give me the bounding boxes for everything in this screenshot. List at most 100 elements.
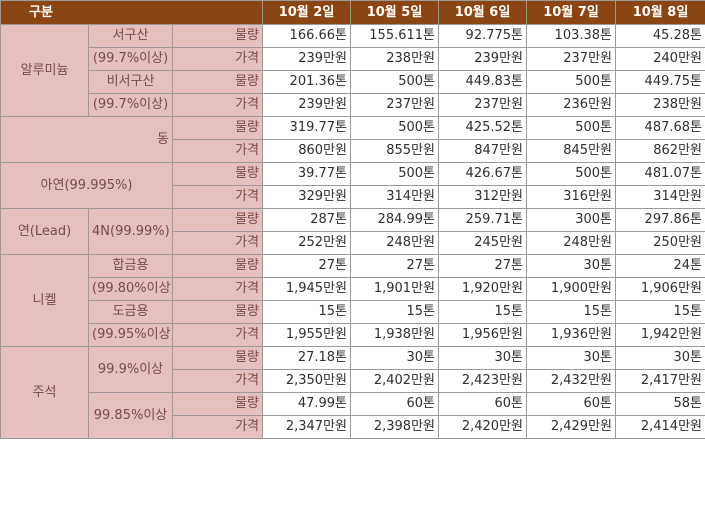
header-date: 10월 7일 bbox=[526, 0, 616, 25]
row-unit-label: 물량 bbox=[172, 208, 263, 232]
table-row: 연(Lead) 4N(99.99%) 물량 287톤 284.99톤 259.7… bbox=[0, 208, 705, 255]
grade-label: (99.80%이상) bbox=[88, 277, 173, 301]
row-unit-label: 가격 bbox=[172, 47, 263, 71]
value-cell: 240만원 bbox=[615, 47, 705, 71]
value-cell: 1,900만원 bbox=[526, 277, 616, 301]
grade-label: (99.95%이상) bbox=[88, 323, 173, 347]
table-row: 가격 2,350만원 2,402만원 2,423만원 2,432만원 2,417… bbox=[1, 369, 705, 393]
row-unit-label: 물량 bbox=[172, 70, 263, 94]
value-cell: 314만원 bbox=[350, 185, 439, 209]
row-unit-label: 가격 bbox=[172, 415, 263, 439]
value-cell: 15톤 bbox=[350, 300, 439, 324]
value-cell: 15톤 bbox=[262, 300, 351, 324]
value-cell: 24톤 bbox=[615, 254, 705, 278]
subtype-label: 도금용 bbox=[88, 300, 173, 324]
value-cell: 1,920만원 bbox=[438, 277, 527, 301]
header-date: 10월 8일 bbox=[615, 0, 705, 25]
value-cell: 237만원 bbox=[350, 93, 439, 117]
value-cell: 27톤 bbox=[350, 254, 439, 278]
value-cell: 500톤 bbox=[350, 162, 439, 186]
table-row: 가격 252만원 248만원 245만원 248만원 250만원 bbox=[1, 231, 705, 255]
subtype-label: 비서구산 bbox=[88, 70, 173, 94]
value-cell: 238만원 bbox=[615, 93, 705, 117]
value-cell: 1,906만원 bbox=[615, 277, 705, 301]
value-cell: 60톤 bbox=[526, 392, 616, 416]
subtype-label: 합금용 bbox=[88, 254, 173, 278]
value-cell: 855만원 bbox=[350, 139, 439, 163]
row-unit-label: 가격 bbox=[172, 93, 263, 117]
grade-label: (99.7%이상) bbox=[88, 47, 173, 71]
value-cell: 860만원 bbox=[262, 139, 351, 163]
row-unit-label: 물량 bbox=[172, 254, 263, 278]
table-row: 알루미늄 서구산 물량 166.66톤 155.611톤 92.775톤 103… bbox=[0, 24, 705, 117]
value-cell: 239만원 bbox=[262, 93, 351, 117]
subtype-label: 서구산 bbox=[88, 24, 173, 48]
value-cell: 239만원 bbox=[262, 47, 351, 71]
value-cell: 449.83톤 bbox=[438, 70, 527, 94]
value-cell: 58톤 bbox=[615, 392, 705, 416]
table-row: 가격 860만원 855만원 847만원 845만원 862만원 bbox=[1, 139, 705, 163]
table-row: 가격 329만원 314만원 312만원 316만원 314만원 bbox=[1, 185, 705, 209]
category-label: 동 bbox=[0, 116, 173, 163]
value-cell: 47.99톤 bbox=[262, 392, 351, 416]
value-cell: 103.38톤 bbox=[526, 24, 616, 48]
value-cell: 329만원 bbox=[262, 185, 351, 209]
header-date: 10월 5일 bbox=[350, 0, 439, 25]
value-cell: 500톤 bbox=[350, 70, 439, 94]
value-cell: 15톤 bbox=[615, 300, 705, 324]
subtype-label: 4N(99.99%) bbox=[88, 208, 173, 255]
table-row: 아연(99.995%) 물량 39.77톤 500톤 426.67톤 500톤 … bbox=[0, 162, 705, 209]
value-cell: 1,936만원 bbox=[526, 323, 616, 347]
value-cell: 284.99톤 bbox=[350, 208, 439, 232]
value-cell: 250만원 bbox=[615, 231, 705, 255]
table-row: 니켈 합금용 물량 27톤 27톤 27톤 30톤 24톤 bbox=[0, 254, 705, 347]
value-cell: 2,398만원 bbox=[350, 415, 439, 439]
value-cell: 60톤 bbox=[438, 392, 527, 416]
value-cell: 287톤 bbox=[262, 208, 351, 232]
metal-trade-table: 구분 10월 2일 10월 5일 10월 6일 10월 7일 10월 8일 알루… bbox=[0, 0, 705, 439]
value-cell: 60톤 bbox=[350, 392, 439, 416]
row-unit-label: 물량 bbox=[172, 346, 263, 370]
row-unit-label: 가격 bbox=[172, 369, 263, 393]
value-cell: 238만원 bbox=[350, 47, 439, 71]
value-cell: 312만원 bbox=[438, 185, 527, 209]
row-unit-label: 물량 bbox=[172, 300, 263, 324]
value-cell: 1,942만원 bbox=[615, 323, 705, 347]
value-cell: 248만원 bbox=[526, 231, 616, 255]
value-cell: 30톤 bbox=[526, 254, 616, 278]
value-cell: 449.75톤 bbox=[615, 70, 705, 94]
value-cell: 15톤 bbox=[438, 300, 527, 324]
row-unit-label: 가격 bbox=[172, 277, 263, 301]
value-cell: 2,417만원 bbox=[615, 369, 705, 393]
value-cell: 481.07톤 bbox=[615, 162, 705, 186]
header-category: 구분 bbox=[0, 0, 263, 25]
value-cell: 252만원 bbox=[262, 231, 351, 255]
value-cell: 862만원 bbox=[615, 139, 705, 163]
value-cell: 425.52톤 bbox=[438, 116, 527, 140]
value-cell: 297.86톤 bbox=[615, 208, 705, 232]
category-label: 아연(99.995%) bbox=[0, 162, 173, 209]
value-cell: 27톤 bbox=[262, 254, 351, 278]
row-unit-label: 물량 bbox=[172, 392, 263, 416]
value-cell: 1,945만원 bbox=[262, 277, 351, 301]
value-cell: 236만원 bbox=[526, 93, 616, 117]
value-cell: 1,955만원 bbox=[262, 323, 351, 347]
value-cell: 39.77톤 bbox=[262, 162, 351, 186]
value-cell: 27.18톤 bbox=[262, 346, 351, 370]
value-cell: 845만원 bbox=[526, 139, 616, 163]
value-cell: 426.67톤 bbox=[438, 162, 527, 186]
value-cell: 2,402만원 bbox=[350, 369, 439, 393]
value-cell: 500톤 bbox=[526, 116, 616, 140]
row-unit-label: 물량 bbox=[172, 116, 263, 140]
value-cell: 259.71톤 bbox=[438, 208, 527, 232]
value-cell: 500톤 bbox=[526, 70, 616, 94]
value-cell: 201.36톤 bbox=[262, 70, 351, 94]
value-cell: 245만원 bbox=[438, 231, 527, 255]
value-cell: 239만원 bbox=[438, 47, 527, 71]
value-cell: 30톤 bbox=[438, 346, 527, 370]
value-cell: 300톤 bbox=[526, 208, 616, 232]
value-cell: 316만원 bbox=[526, 185, 616, 209]
value-cell: 27톤 bbox=[438, 254, 527, 278]
value-cell: 155.611톤 bbox=[350, 24, 439, 48]
value-cell: 1,956만원 bbox=[438, 323, 527, 347]
